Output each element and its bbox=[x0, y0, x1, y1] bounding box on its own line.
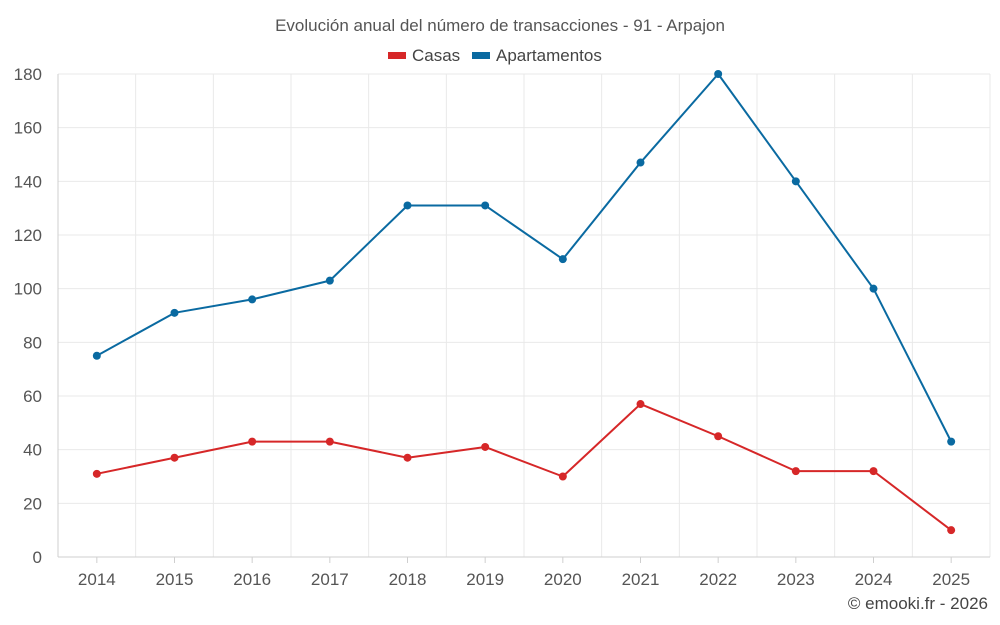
y-tick-label: 60 bbox=[23, 387, 42, 406]
y-axis-ticks: 0 20 40 60 80 100 120 140 160 180 bbox=[14, 65, 42, 567]
x-tick-label: 2020 bbox=[544, 570, 582, 589]
series-casas bbox=[92, 400, 956, 535]
data-point-apartamentos[interactable] bbox=[947, 437, 956, 446]
y-tick-label: 140 bbox=[14, 172, 42, 191]
data-point-apartamentos[interactable] bbox=[869, 284, 878, 293]
x-tick-label: 2023 bbox=[777, 570, 815, 589]
x-tick-label: 2024 bbox=[855, 570, 893, 589]
x-axis-ticks: 2014 2015 2016 2017 2018 2019 2020 2021 2022 2023… bbox=[78, 557, 970, 589]
series-apartamentos bbox=[92, 70, 956, 446]
data-point-apartamentos[interactable] bbox=[170, 308, 179, 317]
x-tick-label: 2025 bbox=[932, 570, 970, 589]
data-point-apartamentos[interactable] bbox=[403, 201, 412, 210]
data-point-casas[interactable] bbox=[558, 472, 567, 481]
x-tick-label: 2014 bbox=[78, 570, 116, 589]
data-point-casas[interactable] bbox=[248, 437, 257, 446]
data-point-casas[interactable] bbox=[714, 432, 723, 441]
data-point-casas[interactable] bbox=[92, 469, 101, 478]
x-tick-label: 2018 bbox=[389, 570, 427, 589]
y-tick-label: 20 bbox=[23, 494, 42, 513]
data-point-casas[interactable] bbox=[636, 400, 645, 409]
data-point-apartamentos[interactable] bbox=[248, 295, 257, 304]
y-tick-label: 120 bbox=[14, 226, 42, 245]
data-point-casas[interactable] bbox=[869, 467, 878, 476]
x-tick-label: 2015 bbox=[156, 570, 194, 589]
series-line-apartamentos bbox=[96, 73, 953, 443]
y-tick-label: 100 bbox=[14, 280, 42, 299]
x-tick-label: 2022 bbox=[699, 570, 737, 589]
y-tick-label: 180 bbox=[14, 65, 42, 84]
chart-title: Evolución anual del número de transaccio… bbox=[275, 16, 725, 35]
data-point-apartamentos[interactable] bbox=[636, 158, 645, 167]
y-tick-label: 80 bbox=[23, 333, 42, 352]
credit-text: © emooki.fr - 2026 bbox=[848, 594, 988, 613]
series-line-casas bbox=[96, 403, 952, 531]
x-tick-label: 2017 bbox=[311, 570, 349, 589]
data-point-apartamentos[interactable] bbox=[558, 255, 567, 264]
data-point-casas[interactable] bbox=[947, 526, 956, 535]
x-tick-label: 2016 bbox=[233, 570, 271, 589]
legend-label-casas[interactable]: Casas bbox=[412, 46, 460, 65]
legend-label-apartamentos[interactable]: Apartamentos bbox=[496, 46, 602, 65]
y-tick-label: 160 bbox=[14, 119, 42, 138]
data-point-apartamentos[interactable] bbox=[92, 351, 101, 360]
data-point-casas[interactable] bbox=[481, 442, 490, 451]
data-point-apartamentos[interactable] bbox=[481, 201, 490, 210]
legend-swatch-apartamentos bbox=[472, 52, 490, 59]
grid bbox=[57, 73, 991, 558]
data-point-apartamentos[interactable] bbox=[791, 177, 800, 186]
legend-swatch-casas bbox=[388, 52, 406, 59]
data-point-apartamentos[interactable] bbox=[714, 70, 723, 78]
data-point-apartamentos[interactable] bbox=[325, 276, 334, 285]
legend: Casas Apartamentos bbox=[388, 46, 602, 65]
x-tick-label: 2021 bbox=[622, 570, 660, 589]
data-point-casas[interactable] bbox=[325, 437, 334, 446]
data-point-casas[interactable] bbox=[170, 453, 179, 462]
y-tick-label: 0 bbox=[33, 548, 42, 567]
data-point-casas[interactable] bbox=[403, 453, 412, 462]
y-tick-label: 40 bbox=[23, 441, 42, 460]
x-tick-label: 2019 bbox=[466, 570, 504, 589]
series-layer bbox=[92, 70, 956, 535]
data-point-casas[interactable] bbox=[791, 467, 800, 476]
